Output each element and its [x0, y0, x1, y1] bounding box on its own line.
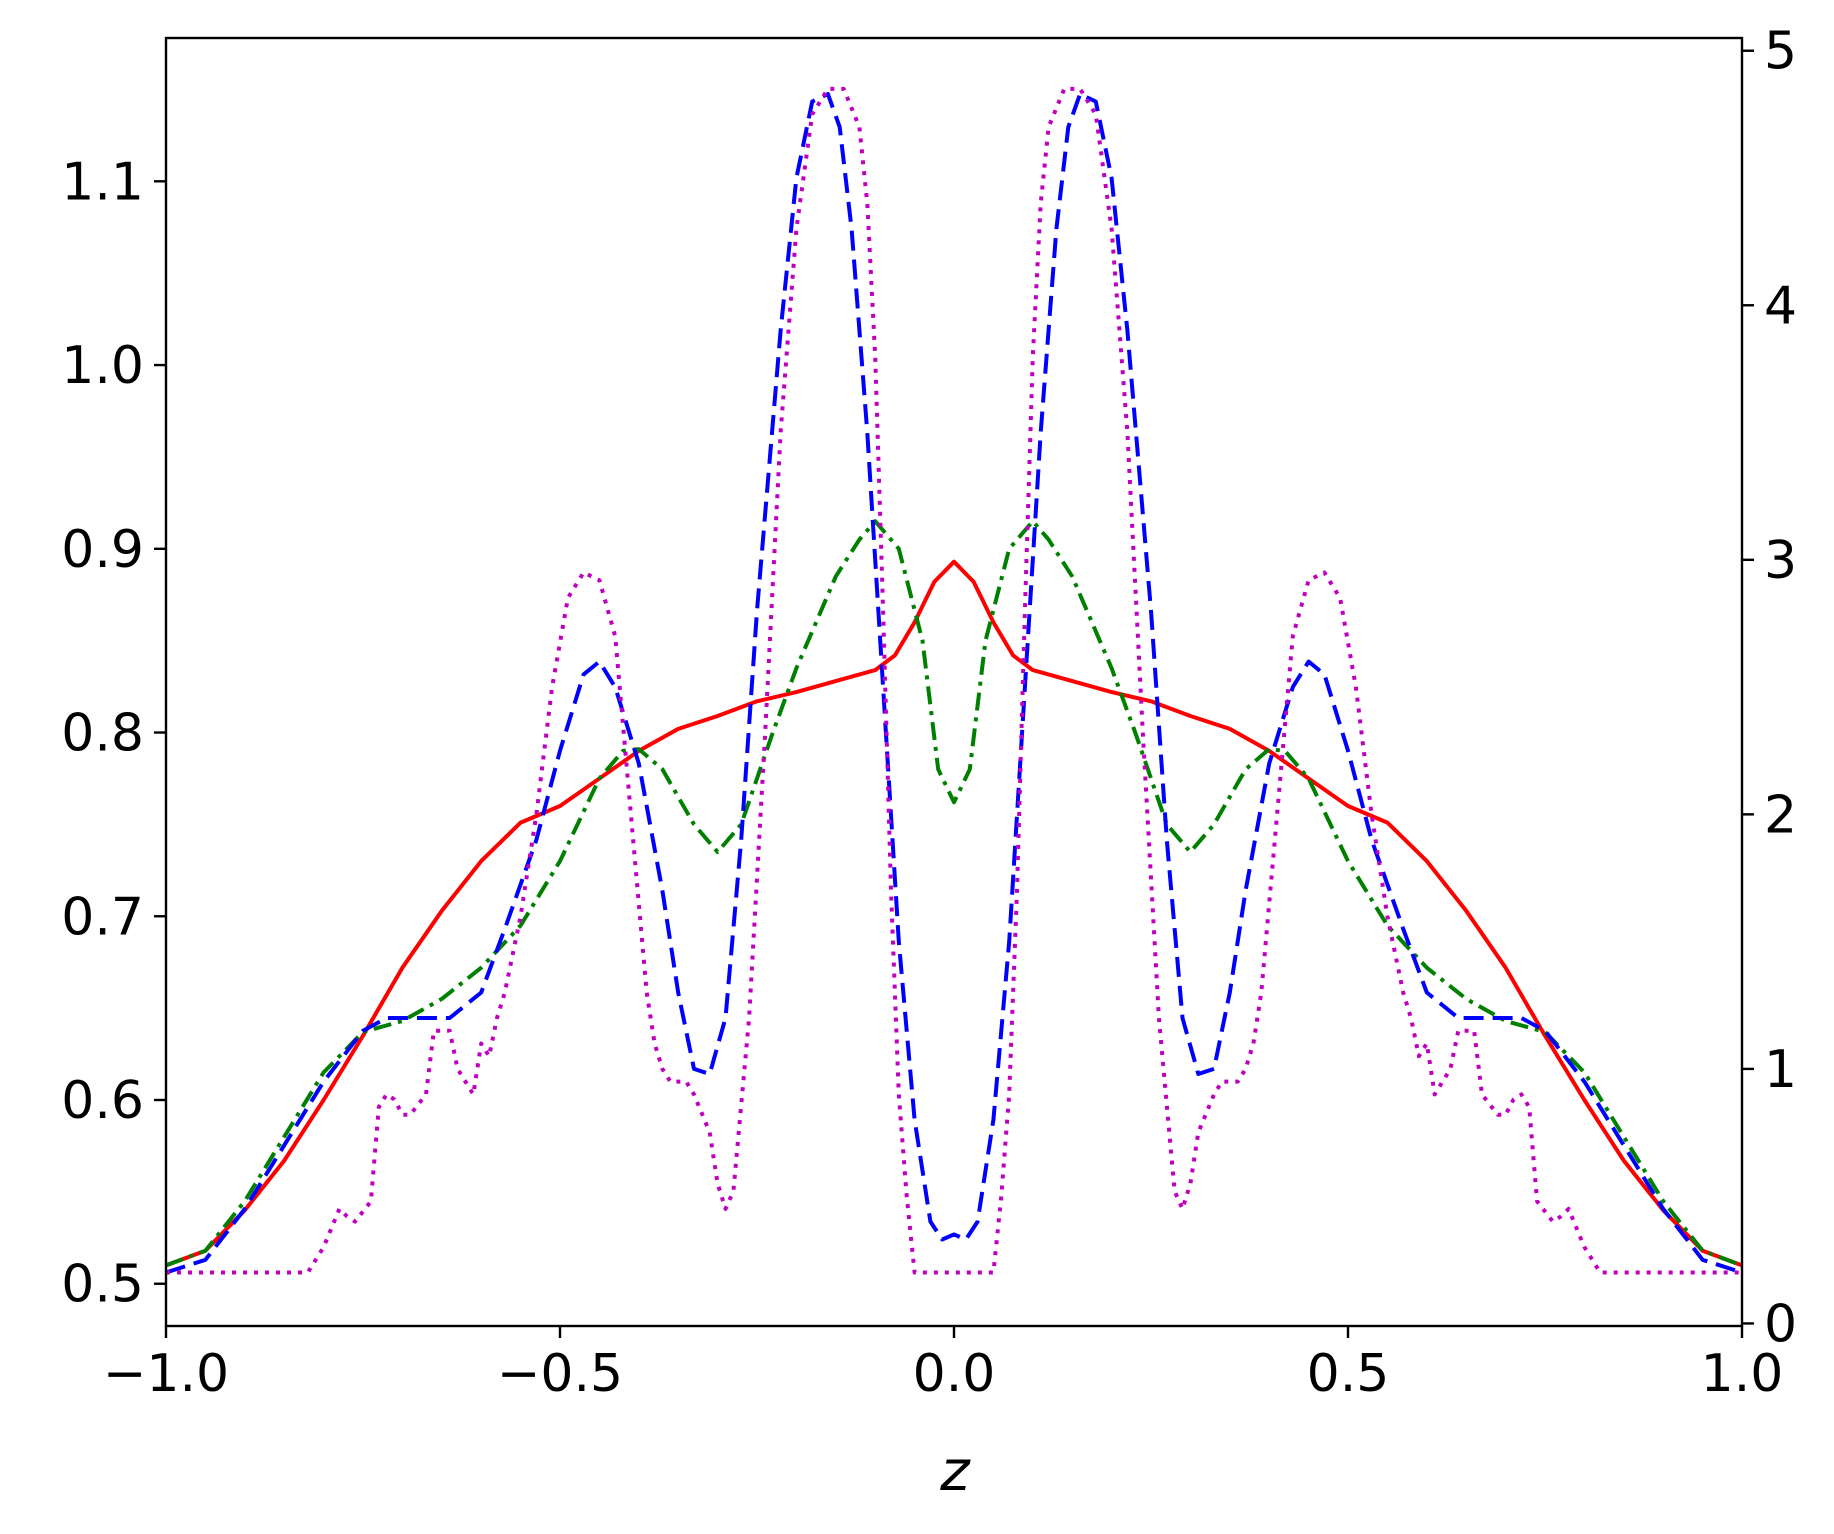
y-tick-label-right: 0	[1764, 1294, 1797, 1354]
y-tick-label-right: 2	[1764, 785, 1797, 845]
ticks-layer: −1.0 −0.5 0.0 0.5 1.0 0.5 0.6 0.7 0.8 0.9 1.0 1.1 0 1…	[61, 22, 1797, 1404]
y-tick-label-left: 0.7	[61, 887, 144, 947]
y-tick-label-left: 0.6	[61, 1071, 144, 1131]
series-line-2	[166, 519, 1742, 1268]
y-tick-label-right: 4	[1764, 276, 1797, 336]
x-axis-label: z	[939, 1439, 971, 1504]
y-tick-label-left: 0.5	[61, 1255, 144, 1315]
series-layer	[166, 86, 1742, 1275]
x-tick-label: 0.0	[913, 1344, 996, 1404]
y-tick-label-right: 1	[1764, 1040, 1797, 1100]
x-tick-label: −1.0	[103, 1344, 229, 1404]
series-line-4	[166, 86, 1742, 1275]
x-tick-label: −0.5	[497, 1344, 623, 1404]
y-tick-label-left: 1.0	[61, 336, 144, 396]
x-tick-label: 0.5	[1307, 1344, 1390, 1404]
y-tick-label-left: 1.1	[61, 152, 144, 212]
x-tick-label: 1.0	[1701, 1344, 1784, 1404]
y-tick-label-right: 3	[1764, 531, 1797, 591]
y-tick-label-left: 0.9	[61, 520, 144, 580]
y-tick-label-left: 0.8	[61, 704, 144, 764]
series-line-1	[166, 559, 1742, 1268]
y-tick-label-right: 5	[1764, 22, 1797, 82]
series-line-3	[166, 92, 1742, 1275]
